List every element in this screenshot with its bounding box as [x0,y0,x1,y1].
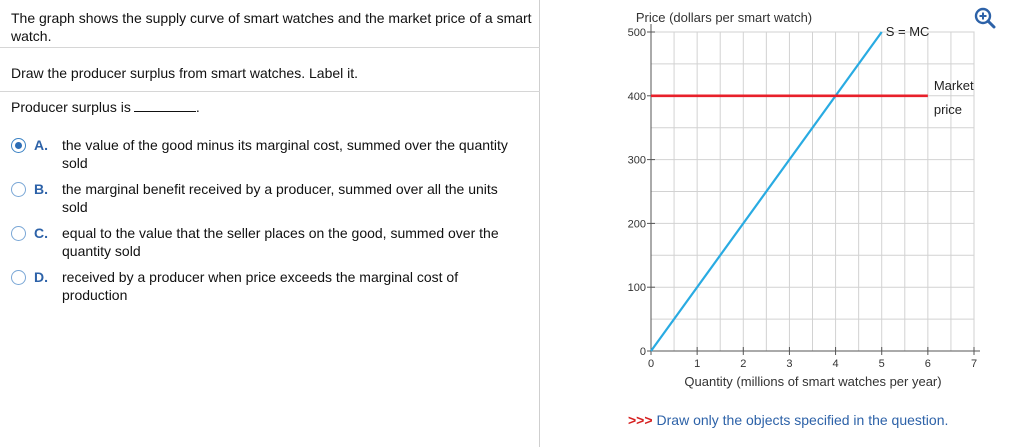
option-a[interactable]: A. the value of the good minus its margi… [11,136,531,176]
option-text: received by a producer when price exceed… [62,269,459,303]
x-tick-label: 6 [925,358,931,370]
footer-arrows: >>> [628,412,653,428]
x-tick-label: 4 [833,358,839,370]
question-panel: The graph shows the supply curve of smar… [0,0,540,447]
stem-text: Producer surplus is [11,99,131,115]
y-tick-label: 500 [628,27,646,39]
y-tick-label: 400 [628,91,646,103]
y-tick-label: 300 [628,155,646,167]
radio-button-d[interactable] [11,270,26,285]
x-tick-label: 0 [648,358,654,370]
option-b[interactable]: B. the marginal benefit received by a pr… [11,180,531,220]
question-instruction: Draw the producer surplus from smart wat… [11,65,359,81]
y-tick-label: 100 [628,282,646,294]
option-letter: C. [34,225,48,241]
radio-button-c[interactable] [11,226,26,241]
question-stem: Producer surplus is. [11,98,200,116]
x-tick-label: 2 [740,358,746,370]
graph-panel[interactable]: 0 100 200 300 400 500 0 1 2 3 4 5 6 7 Price (dollars … [541,0,1024,447]
supply-curve[interactable] [650,31,883,352]
option-letter: A. [34,137,48,153]
option-text: the value of the good minus its marginal… [62,137,508,171]
zoom-in-icon[interactable] [974,7,996,29]
x-tick-label: 7 [971,358,977,370]
x-tick-label: 5 [879,358,885,370]
footer-note-text: Draw only the objects specified in the q… [656,412,949,428]
y-tick-label: 200 [628,218,646,230]
radio-button-b[interactable] [11,182,26,197]
y-tick-label: 0 [640,346,646,358]
option-c[interactable]: C. equal to the value that the seller pl… [11,224,531,264]
option-text: equal to the value that the seller place… [62,225,499,259]
supply-chart[interactable]: 0 100 200 300 400 500 0 1 2 3 4 5 6 7 Price (dollars … [541,0,1024,447]
supply-curve-label: S = MC [886,24,930,39]
y-axis-title: Price (dollars per smart watch) [636,10,812,25]
divider [0,47,540,48]
option-letter: D. [34,269,48,285]
x-tick-label: 1 [694,358,700,370]
x-tick-label: 3 [786,358,792,370]
answer-blank [133,99,196,112]
stem-end: . [195,99,200,115]
option-text: the marginal benefit received by a produ… [62,181,498,215]
market-price-label: price [934,102,962,117]
divider [0,91,540,92]
option-d[interactable]: D. received by a producer when price exc… [11,268,531,308]
question-prompt: The graph shows the supply curve of smar… [11,10,532,44]
footer-note: >>> Draw only the objects specified in th… [628,412,948,428]
market-price-label: Market [934,78,974,93]
option-letter: B. [34,181,48,197]
x-axis-title: Quantity (millions of smart watches per … [684,374,941,389]
radio-button-a[interactable] [11,138,26,153]
